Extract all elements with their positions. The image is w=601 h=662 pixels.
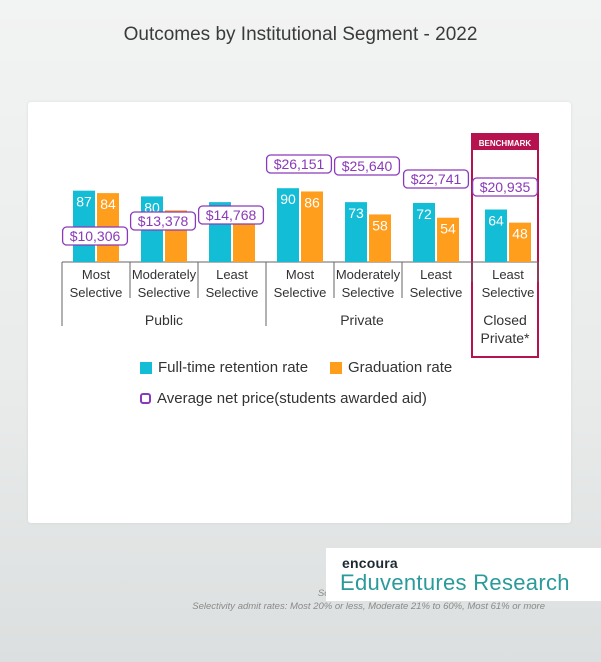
retention-value: 64 bbox=[488, 213, 504, 229]
legend-graduation: Graduation rate bbox=[330, 359, 452, 376]
group-label: Public bbox=[145, 312, 183, 328]
chart-card: BENCHMARK8784MostSelective$10,3068063Mod… bbox=[28, 102, 571, 612]
category-label-line1: Least bbox=[216, 267, 248, 282]
category-label-line2: Selective bbox=[342, 285, 395, 300]
net-price-value: $20,935 bbox=[480, 179, 531, 195]
graduation-bar bbox=[509, 222, 531, 262]
retention-value: 72 bbox=[416, 206, 432, 222]
net-price-box bbox=[265, 154, 333, 174]
category-label-line1: Moderately bbox=[336, 267, 401, 282]
retention-value: 73 bbox=[348, 205, 364, 221]
price-swatch bbox=[140, 393, 151, 404]
category-label-line2: Selective bbox=[70, 285, 123, 300]
category-label-line2: Selective bbox=[138, 285, 191, 300]
category-label-line1: Most bbox=[286, 267, 315, 282]
retention-value: 87 bbox=[76, 194, 92, 210]
logo-encoura: encoura bbox=[342, 555, 398, 571]
graduation-value: 86 bbox=[304, 194, 320, 210]
retention-swatch bbox=[140, 361, 152, 374]
category-label-line1: Most bbox=[82, 267, 111, 282]
source-line-2: Selectivity admit rates: Most 20% or les… bbox=[192, 601, 545, 612]
chart-title: Outcomes by Institutional Segment - 2022 bbox=[123, 24, 478, 45]
legend-price: Average net price(students awarded aid) bbox=[140, 390, 427, 407]
net-price-box bbox=[402, 169, 470, 189]
benchmark-header bbox=[472, 134, 538, 150]
net-price-box bbox=[129, 211, 197, 231]
group-label: Closed bbox=[483, 312, 527, 328]
logo-eduventures: Eduventures Research bbox=[340, 570, 570, 595]
net-price-value: $22,741 bbox=[411, 171, 462, 187]
retention-bar bbox=[485, 209, 507, 262]
legend-retention: Full-time retention rate bbox=[140, 359, 308, 376]
graduation-bar bbox=[233, 220, 255, 262]
category-label-line2: Selective bbox=[274, 285, 327, 300]
chart-plot: BENCHMARK8784MostSelective$10,3068063Mod… bbox=[61, 133, 539, 358]
category-label-line2: Selective bbox=[482, 285, 535, 300]
category-label-line1: Least bbox=[492, 267, 524, 282]
benchmark-label: BENCHMARK bbox=[479, 139, 532, 148]
graduation-value: 58 bbox=[372, 217, 388, 233]
net-price-value: $25,640 bbox=[342, 158, 393, 174]
legend-retention-label: Full-time retention rate bbox=[158, 359, 309, 376]
net-price-value: $14,768 bbox=[206, 207, 257, 223]
category-label-line1: Moderately bbox=[132, 267, 197, 282]
brand-logo: encoura Eduventures Research bbox=[326, 548, 601, 601]
retention-bar bbox=[277, 188, 299, 262]
legend-graduation-label: Graduation rate bbox=[348, 359, 453, 376]
retention-bar bbox=[345, 202, 367, 262]
graduation-swatch bbox=[330, 361, 342, 374]
group-label: Private bbox=[340, 312, 384, 328]
group-label: Private* bbox=[480, 330, 530, 346]
net-price-box bbox=[61, 226, 129, 246]
net-price-box bbox=[197, 205, 265, 225]
retention-value: 90 bbox=[280, 191, 296, 207]
net-price-value: $10,306 bbox=[70, 228, 121, 244]
net-price-box bbox=[471, 177, 539, 197]
graduation-value: 84 bbox=[100, 196, 116, 212]
graduation-value: 54 bbox=[440, 221, 456, 237]
category-label-line2: Selective bbox=[410, 285, 463, 300]
category-label-line1: Least bbox=[420, 267, 452, 282]
net-price-value: $26,151 bbox=[274, 156, 325, 172]
graduation-value: 48 bbox=[512, 226, 528, 242]
net-price-value: $13,378 bbox=[138, 213, 189, 229]
category-label-line2: Selective bbox=[206, 285, 259, 300]
graduation-bar bbox=[301, 191, 323, 262]
legend-price-label: Average net price(students awarded aid) bbox=[157, 390, 427, 407]
net-price-box bbox=[333, 156, 401, 176]
retention-bar bbox=[413, 202, 435, 262]
graduation-bar bbox=[437, 217, 459, 262]
graduation-bar bbox=[369, 214, 391, 262]
